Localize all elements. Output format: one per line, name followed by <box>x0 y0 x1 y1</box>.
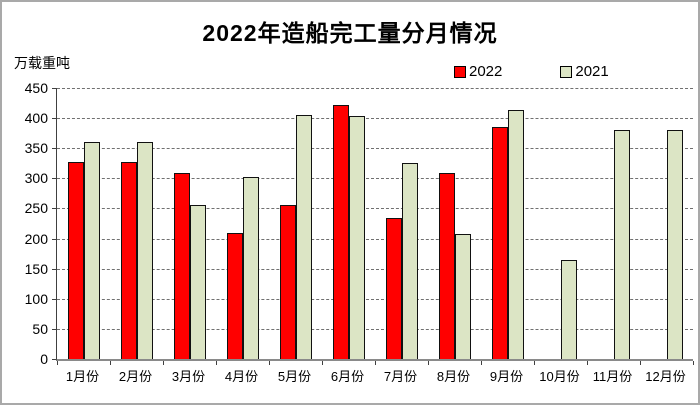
gridline-100 <box>57 298 693 300</box>
bar-2021-4月份 <box>242 177 259 359</box>
bar-2022-1月份 <box>67 162 84 359</box>
bar-2022-7月份 <box>385 218 402 359</box>
chart-title: 2022年造船完工量分月情况 <box>202 20 498 46</box>
y-tick-400 <box>52 118 56 120</box>
y-tick-350 <box>52 148 56 150</box>
x-tick-1 <box>110 361 111 365</box>
gridline-350 <box>57 148 693 150</box>
bar-2022-5月份 <box>279 204 296 359</box>
bar-2021-11月份 <box>613 129 630 359</box>
x-axis-label-6月份: 6月份 <box>330 369 365 384</box>
bar-2022-3月份 <box>173 172 190 359</box>
y-axis-unit-label: 万载重吨 <box>14 55 70 71</box>
x-axis-label-7月份: 7月份 <box>383 369 418 384</box>
bar-2021-9月份 <box>507 109 524 359</box>
y-axis-label-200: 200 <box>24 230 48 247</box>
y-axis-label-150: 150 <box>24 260 48 277</box>
bar-2022-8月份 <box>438 172 455 359</box>
y-axis-label-0: 0 <box>40 351 48 367</box>
x-axis-label-5月份: 5月份 <box>277 369 312 384</box>
gridline-150 <box>57 268 693 270</box>
y-axis-label-400: 400 <box>24 110 48 127</box>
legend-item-2021: 2021 <box>560 63 609 80</box>
x-axis-label-4月份: 4月份 <box>224 369 259 384</box>
gridline-400 <box>57 118 693 120</box>
x-axis-label-8月份: 8月份 <box>436 369 471 384</box>
x-axis-label-3月份: 3月份 <box>171 369 206 384</box>
legend-swatch-2022 <box>454 65 466 78</box>
legend-label-2022: 2022 <box>469 63 503 80</box>
y-tick-0 <box>52 359 56 360</box>
x-tick-11 <box>640 361 641 365</box>
y-axis-label-50: 50 <box>32 320 48 337</box>
x-tick-9 <box>534 361 535 365</box>
x-axis-label-12月份: 12月份 <box>645 369 686 384</box>
y-axis-label-450: 450 <box>24 80 48 96</box>
legend-label-2021: 2021 <box>575 63 609 80</box>
bar-2022-4月份 <box>226 232 243 359</box>
plot-area <box>52 88 694 365</box>
bar-2021-1月份 <box>83 141 100 359</box>
gridline-300 <box>57 178 693 180</box>
y-tick-250 <box>52 208 56 210</box>
legend: 2022 2021 <box>454 63 609 80</box>
x-tick-0 <box>57 361 58 365</box>
x-tick-6 <box>375 361 376 365</box>
gridline-50 <box>57 328 693 330</box>
bar-2021-5月份 <box>295 115 312 359</box>
y-axis-label-300: 300 <box>24 170 48 187</box>
bar-2022-6月份 <box>332 104 349 359</box>
x-tick-4 <box>269 361 270 365</box>
y-tick-300 <box>52 178 56 180</box>
x-tick-2 <box>163 361 164 365</box>
y-axis-label-350: 350 <box>24 140 48 157</box>
gridline-200 <box>57 238 693 240</box>
y-axis-label-250: 250 <box>24 200 48 217</box>
x-tick-10 <box>587 361 588 365</box>
bar-2021-10月份 <box>560 259 577 359</box>
x-tick-3 <box>216 361 217 365</box>
gridline-250 <box>57 208 693 210</box>
x-axis-label-11月份: 11月份 <box>592 369 633 384</box>
bar-2021-3月份 <box>189 205 206 359</box>
x-tick-7 <box>428 361 429 365</box>
x-axis-label-10月份: 10月份 <box>539 369 580 384</box>
legend-item-2022: 2022 <box>454 63 502 80</box>
y-tick-100 <box>52 298 56 300</box>
bar-2021-7月份 <box>401 162 418 359</box>
bar-2021-8月份 <box>454 234 471 359</box>
y-axis-label-100: 100 <box>24 290 48 307</box>
y-tick-150 <box>52 268 56 270</box>
x-axis-label-2月份: 2月份 <box>118 369 153 384</box>
bar-2021-12月份 <box>666 129 683 359</box>
bar-2022-9月份 <box>491 126 508 359</box>
x-tick-8 <box>481 361 482 365</box>
x-axis-label-9月份: 9月份 <box>489 369 524 384</box>
legend-swatch-2021 <box>560 65 573 78</box>
x-tick-5 <box>322 361 323 365</box>
y-tick-450 <box>52 88 56 89</box>
y-tick-50 <box>52 328 56 330</box>
x-axis-label-1月份: 1月份 <box>65 369 100 384</box>
bar-2021-2月份 <box>136 141 153 359</box>
y-tick-200 <box>52 238 56 240</box>
x-tick-12 <box>693 361 694 365</box>
bar-2021-6月份 <box>348 115 365 359</box>
bar-2022-2月份 <box>120 162 137 359</box>
gridline-450 <box>57 88 693 89</box>
